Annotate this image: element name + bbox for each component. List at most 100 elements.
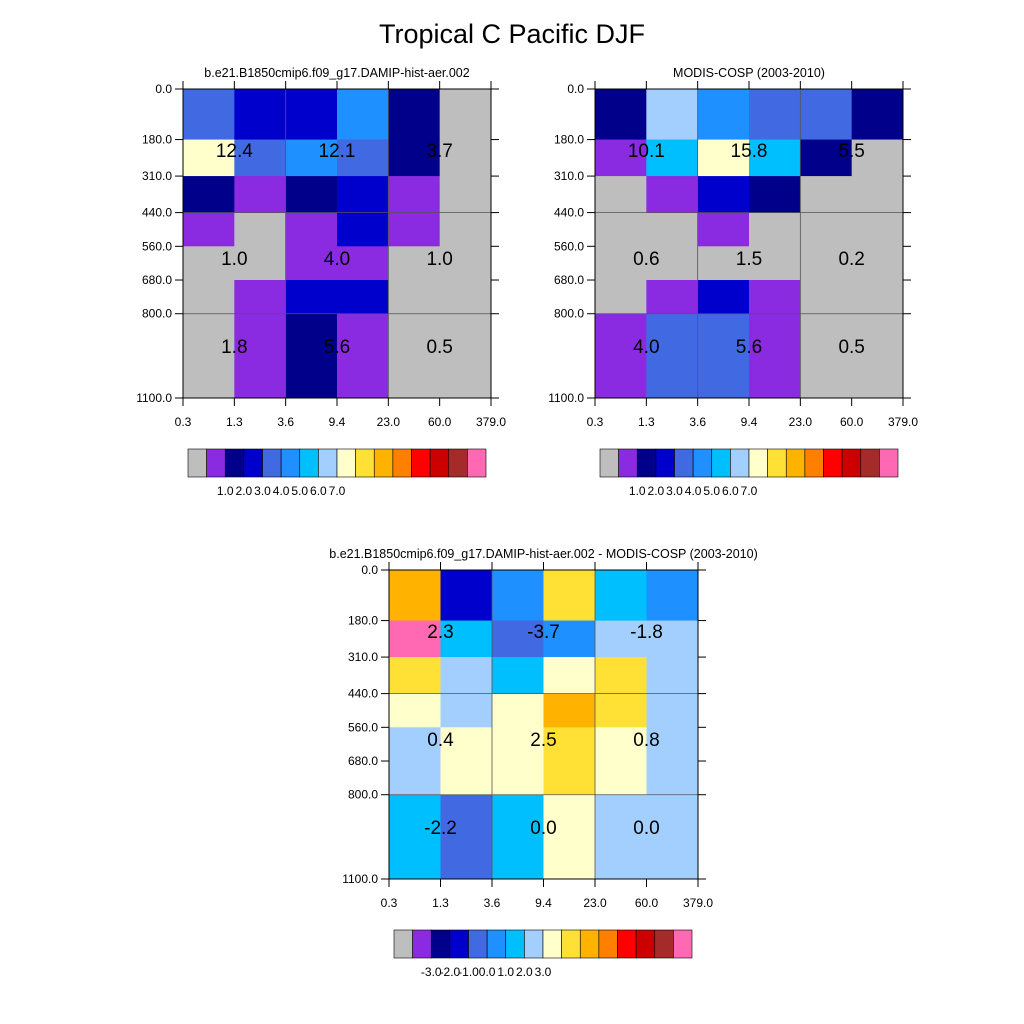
- block-value-label: 10.1: [628, 141, 665, 162]
- heatmap-cell: [646, 280, 699, 315]
- colorbar-swatch: [336, 448, 356, 478]
- colorbar-swatch: [860, 448, 880, 478]
- heatmap-cell: [440, 570, 493, 622]
- heatmap-cell: [492, 620, 544, 658]
- panel-diff: b.e21.B1850cmip6.f09_g17.DAMIP-hist-aer.…: [329, 547, 757, 979]
- heatmap-cell: [851, 176, 904, 214]
- heatmap-cell: [646, 761, 699, 796]
- colorbar-swatch: [411, 448, 431, 478]
- block-value-label: -3.7: [527, 622, 560, 643]
- heatmap-cell: [439, 280, 492, 315]
- heatmap-cell: [234, 89, 287, 141]
- heatmap-cell: [543, 657, 596, 695]
- heatmap-cell: [697, 313, 750, 399]
- x-tick-label: 0.3: [175, 415, 192, 429]
- colorbar-label: 6.0: [722, 484, 739, 498]
- heatmap-cell: [389, 570, 441, 622]
- heatmap-cell: [800, 212, 853, 247]
- heatmap-cell: [183, 89, 235, 141]
- x-tick-label: 9.4: [329, 415, 346, 429]
- colorbar-swatch: [748, 448, 768, 478]
- colorbar-label: 6.0: [310, 484, 327, 498]
- figure-title: Tropical C Pacific DJF: [379, 19, 645, 49]
- heatmap-cell: [543, 727, 596, 762]
- colorbar-label: 1.0: [217, 484, 234, 498]
- block-value-label: 1.0: [221, 249, 247, 270]
- colorbar-swatch: [412, 929, 432, 959]
- colorbar-label: 1.0: [629, 484, 646, 498]
- heatmap-cell: [851, 139, 904, 177]
- block-value-label: 0.5: [426, 337, 452, 358]
- heatmap-cell: [595, 313, 647, 399]
- heatmap-cell: [440, 727, 493, 762]
- x-tick-label: 9.4: [741, 415, 758, 429]
- heatmap-cell: [851, 89, 904, 141]
- block-value-label: 12.4: [216, 141, 253, 162]
- block-value-label: 0.5: [838, 337, 864, 358]
- heatmap-cell: [388, 89, 441, 141]
- heatmap-cell: [851, 212, 904, 247]
- heatmap-cell: [646, 727, 699, 762]
- x-tick-label: 23.0: [583, 896, 607, 910]
- y-tick-label: 180.0: [142, 133, 172, 147]
- heatmap-cell: [595, 657, 647, 695]
- heatmap-cell: [800, 280, 853, 315]
- y-tick-label: 310.0: [348, 650, 378, 664]
- heatmap-cell: [646, 693, 699, 728]
- heatmap-cell: [697, 139, 750, 177]
- heatmap-cell: [389, 727, 441, 762]
- colorbar-label: 5.0: [291, 484, 308, 498]
- heatmap-cell: [851, 246, 904, 281]
- colorbar-label: 2.0: [648, 484, 665, 498]
- block-value-label: 0.0: [633, 818, 659, 839]
- heatmap-cell: [234, 139, 287, 177]
- y-tick-label: 1100.0: [548, 391, 584, 405]
- heatmap-cell: [440, 657, 493, 695]
- colorbar-label: 7.0: [741, 484, 758, 498]
- colorbar-swatch: [711, 448, 731, 478]
- heatmap-cell: [646, 246, 699, 281]
- block-value-label: 5.5: [838, 141, 864, 162]
- heatmap-cell: [800, 176, 853, 214]
- heatmap-cell: [697, 246, 750, 281]
- heatmap-cell: [285, 89, 338, 141]
- colorbar-swatch: [579, 929, 600, 959]
- colorbar-label: 0.0: [479, 965, 496, 979]
- heatmap-cell: [183, 246, 235, 281]
- heatmap-cell: [543, 761, 596, 796]
- panel-obs: MODIS-COSP (2003-2010) 10.1 15.8 5.5 0.6 1.5 0…: [548, 66, 918, 498]
- x-tick-label: 3.6: [689, 415, 706, 429]
- heatmap-cell: [285, 212, 338, 247]
- heatmap-cell: [388, 313, 441, 399]
- heatmap-cell: [337, 139, 389, 177]
- block-value-label: 2.5: [530, 730, 556, 751]
- x-tick-label: 23.0: [789, 415, 813, 429]
- block-value-label: -2.2: [424, 818, 457, 839]
- block-value-label: 1.5: [736, 249, 762, 270]
- heatmap-cell: [183, 313, 235, 399]
- colorbar-swatch: [730, 448, 750, 478]
- heatmap-cell: [285, 313, 338, 399]
- colorbar-swatch: [467, 448, 487, 478]
- colorbar-label: 2.0: [516, 965, 533, 979]
- colorbar-label: -1.0: [458, 965, 479, 979]
- colorbar-swatch: [655, 448, 675, 478]
- heatmap-cell: [749, 246, 801, 281]
- block-value-label: 0.4: [427, 730, 454, 751]
- heatmap-cell: [595, 212, 647, 247]
- colorbar-swatch: [392, 448, 412, 478]
- colorbar-swatch: [355, 448, 375, 478]
- heatmap-cell: [595, 794, 647, 880]
- heatmap-cell: [749, 313, 801, 399]
- heatmap-cell: [800, 246, 853, 281]
- colorbar-swatch: [617, 929, 637, 959]
- colorbar-label: 1.0: [497, 965, 514, 979]
- heatmap-cell: [749, 176, 801, 214]
- colorbar-label: 5.0: [703, 484, 720, 498]
- colorbar-swatch: [448, 448, 468, 478]
- colorbar-label: 3.0: [535, 965, 552, 979]
- colorbar-swatch: [692, 448, 713, 478]
- heatmap-cell: [337, 89, 389, 141]
- heatmap-cell: [543, 620, 596, 658]
- heatmap-cell: [285, 176, 338, 214]
